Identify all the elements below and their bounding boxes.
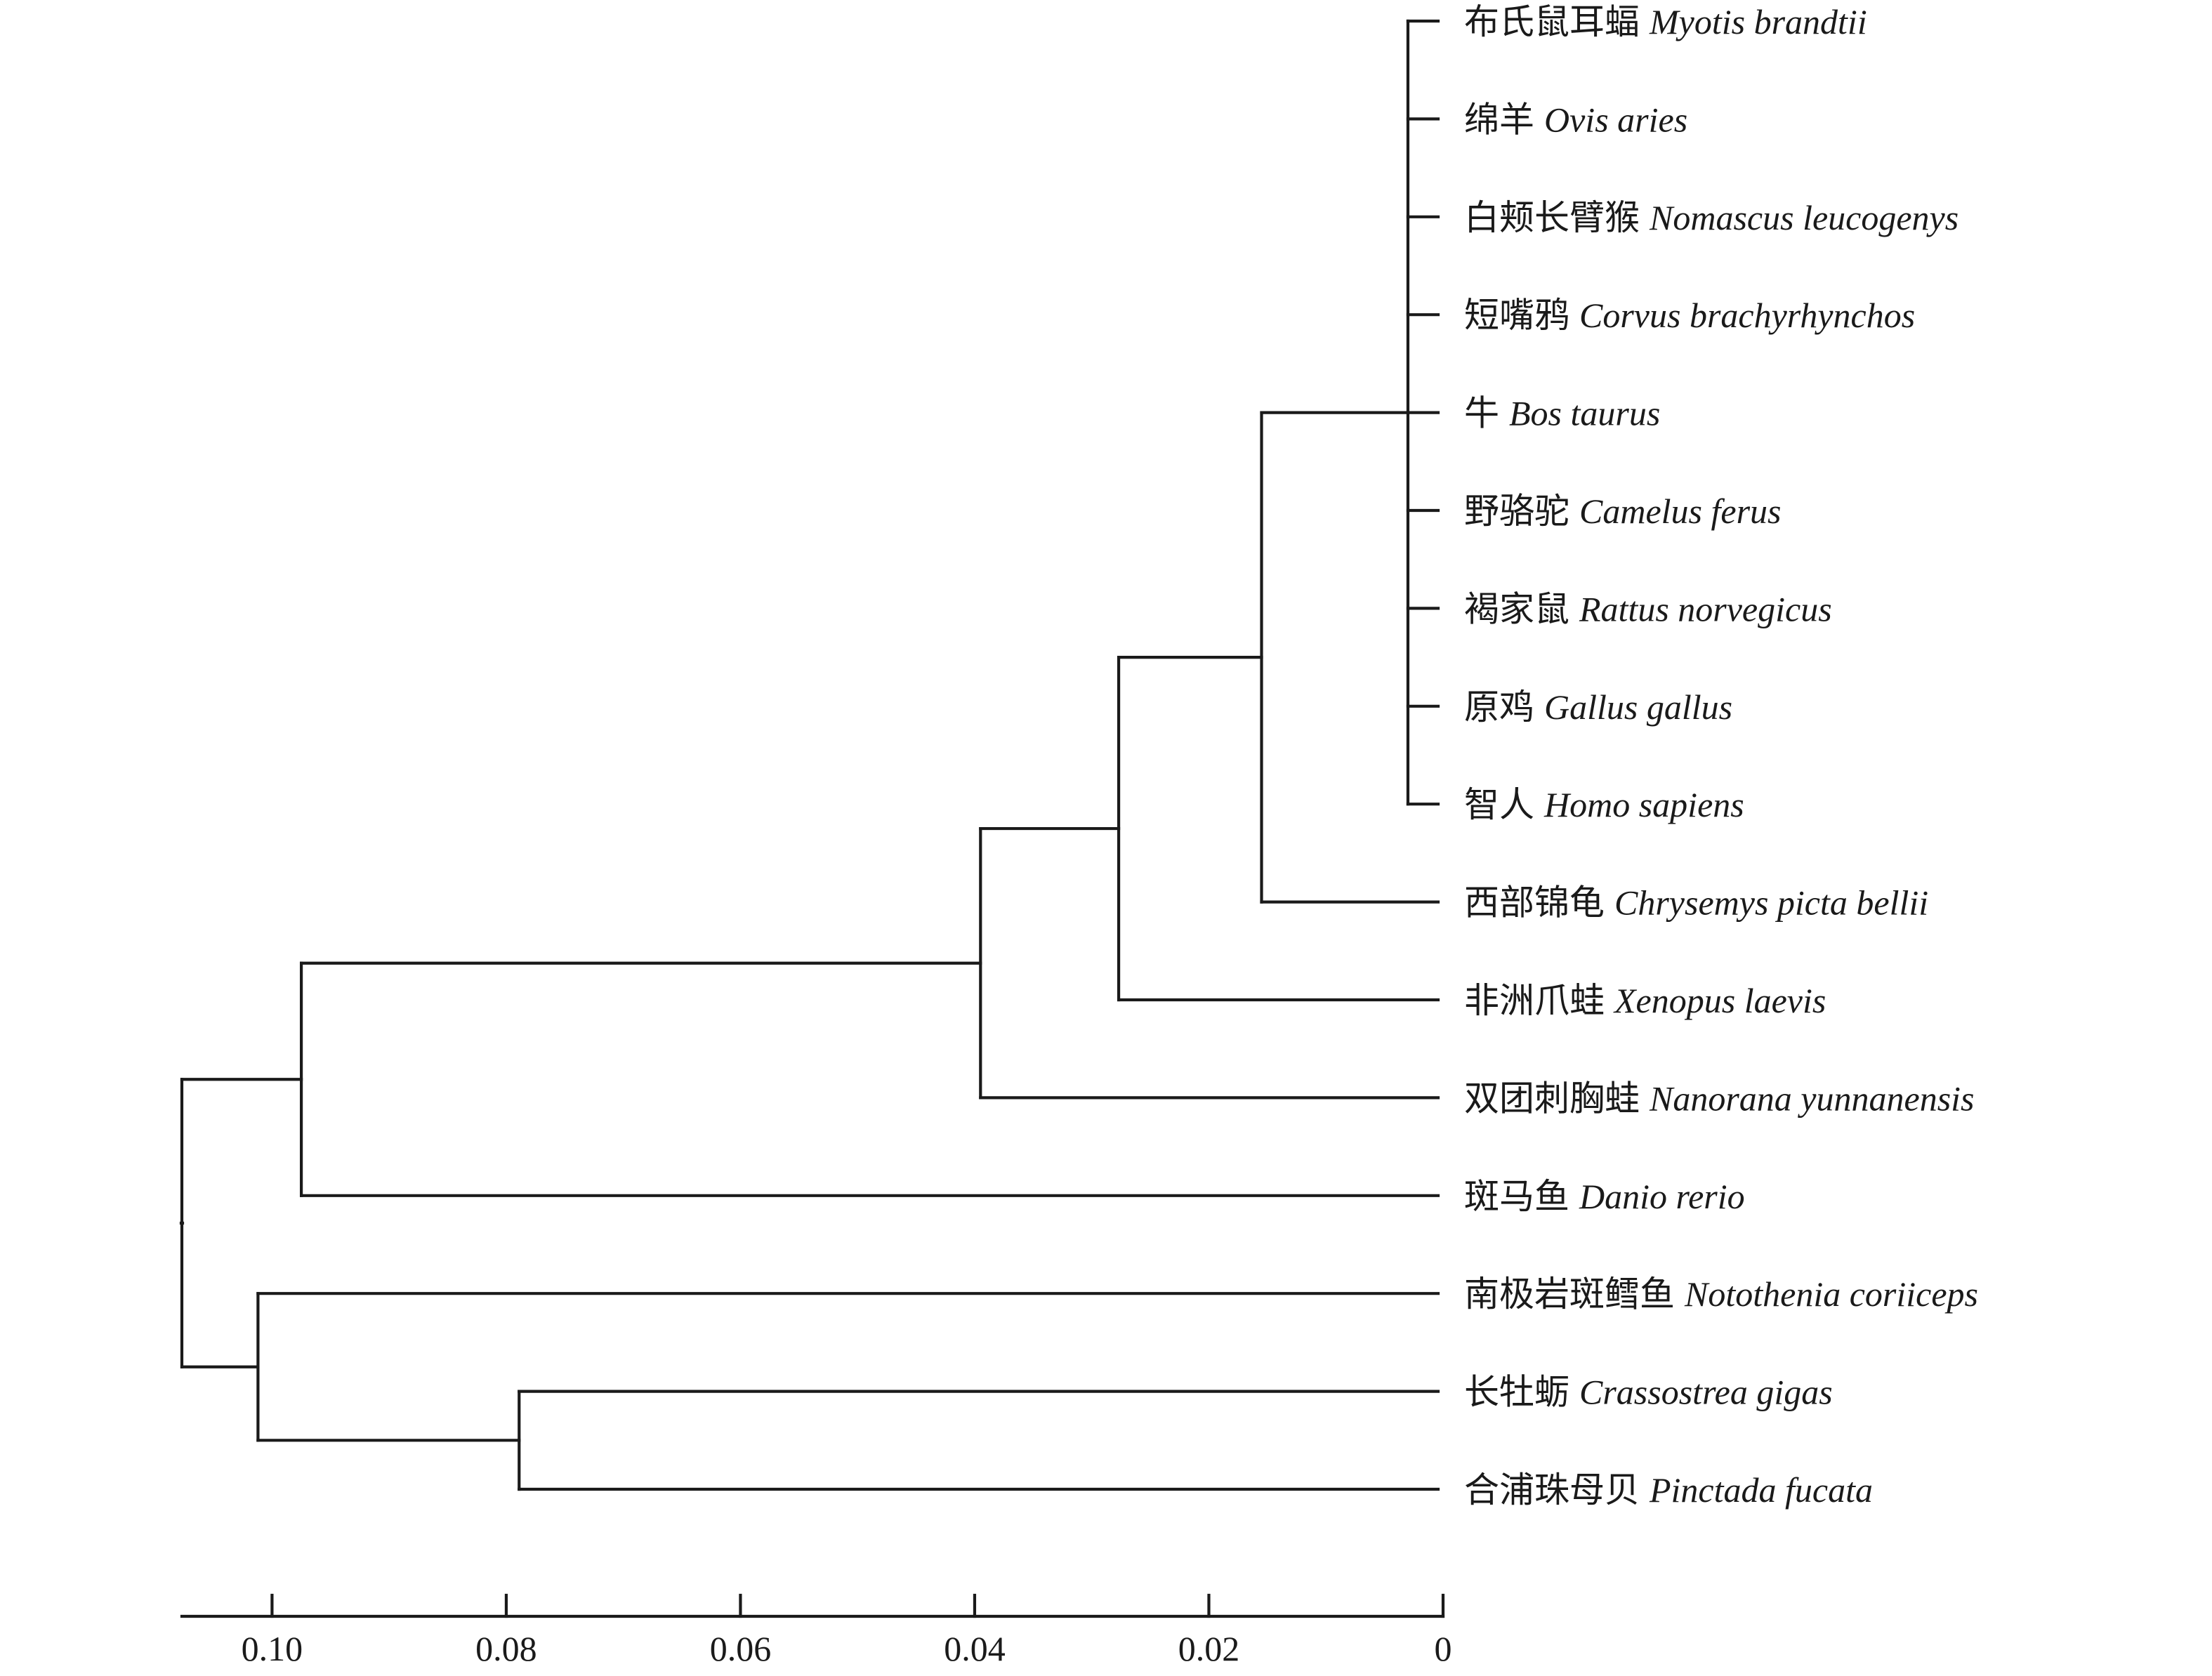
leaf-common-name: 斑马鱼 bbox=[1464, 1176, 1569, 1217]
leaf-scientific-name: Corvus brachyrhynchos bbox=[1579, 296, 1915, 335]
leaf-scientific-name: Chrysemys picta bellii bbox=[1614, 883, 1928, 923]
leaf-common-name: 布氏鼠耳蝠 bbox=[1464, 1, 1640, 42]
axis-tick-label: 0.08 bbox=[475, 1629, 537, 1668]
leaf-common-name: 原鸡 bbox=[1464, 687, 1534, 727]
leaf-common-name: 牛 bbox=[1464, 393, 1499, 434]
leaf-label: 短嘴鸦 Corvus brachyrhynchos bbox=[1464, 295, 1915, 336]
leaf-common-name: 合浦珠母贝 bbox=[1464, 1470, 1640, 1510]
leaf-common-name: 长牡蛎 bbox=[1464, 1372, 1569, 1413]
axis-tick-label: 0.04 bbox=[944, 1629, 1006, 1668]
leaf-label: 绵羊 Ovis aries bbox=[1464, 99, 1687, 140]
leaf-labels: 布氏鼠耳蝠 Myotis brandtii 绵羊 Ovis aries 白颊长臂猴 Nom… bbox=[1464, 1, 1978, 1510]
leaf-common-name: 非洲爪蛙 bbox=[1464, 980, 1605, 1021]
leaf-scientific-name: Crassostrea gigas bbox=[1579, 1373, 1833, 1412]
distance-axis: 0.10 0.08 0.06 0.04 0.02 0 bbox=[180, 1593, 1452, 1668]
leaf-label: 非洲爪蛙 Xenopus laevis bbox=[1464, 980, 1826, 1021]
leaf-scientific-name: Bos taurus bbox=[1509, 394, 1660, 433]
leaf-common-name: 短嘴鸦 bbox=[1464, 295, 1569, 336]
leaf-label: 西部锦龟 Chrysemys picta bellii bbox=[1464, 883, 1928, 923]
leaf-common-name: 南极岩斑鳕鱼 bbox=[1464, 1274, 1675, 1314]
leaf-common-name: 双团刺胸蛙 bbox=[1464, 1078, 1640, 1119]
leaf-scientific-name: Nomascus leucogenys bbox=[1649, 198, 1958, 237]
axis-tick-label: 0.02 bbox=[1178, 1629, 1240, 1668]
leaf-label: 斑马鱼 Danio rerio bbox=[1464, 1176, 1745, 1217]
leaf-label: 牛 Bos taurus bbox=[1464, 393, 1660, 434]
leaf-scientific-name: Pinctada fucata bbox=[1649, 1470, 1873, 1510]
leaf-scientific-name: Danio rerio bbox=[1579, 1177, 1745, 1216]
leaf-label: 褐家鼠 Rattus norvegicus bbox=[1464, 588, 1832, 629]
tree-branches bbox=[179, 19, 1440, 1491]
leaf-common-name: 野骆驼 bbox=[1464, 491, 1569, 532]
leaf-label: 长牡蛎 Crassostrea gigas bbox=[1464, 1372, 1833, 1413]
leaf-common-name: 西部锦龟 bbox=[1464, 883, 1605, 923]
axis-tick-label: 0 bbox=[1435, 1629, 1452, 1668]
leaf-common-name: 褐家鼠 bbox=[1464, 588, 1569, 629]
leaf-scientific-name: Nanorana yunnanensis bbox=[1649, 1078, 1975, 1118]
leaf-label: 布氏鼠耳蝠 Myotis brandtii bbox=[1464, 1, 1867, 42]
axis-tick-label: 0.10 bbox=[242, 1629, 303, 1668]
leaf-label: 智人 Homo sapiens bbox=[1464, 784, 1744, 825]
leaf-label: 白颊长臂猴 Nomascus leucogenys bbox=[1464, 197, 1958, 238]
leaf-scientific-name: Gallus gallus bbox=[1544, 687, 1732, 727]
axis-tick-label: 0.06 bbox=[710, 1629, 772, 1668]
leaf-label: 双团刺胸蛙 Nanorana yunnanensis bbox=[1464, 1078, 1975, 1119]
leaf-common-name: 白颊长臂猴 bbox=[1464, 197, 1640, 238]
leaf-common-name: 绵羊 bbox=[1464, 99, 1534, 140]
leaf-scientific-name: Xenopus laevis bbox=[1613, 981, 1826, 1020]
leaf-scientific-name: Notothenia coriiceps bbox=[1684, 1274, 1978, 1314]
leaf-scientific-name: Homo sapiens bbox=[1543, 785, 1744, 824]
leaf-label: 合浦珠母贝 Pinctada fucata bbox=[1464, 1470, 1873, 1510]
leaf-scientific-name: Rattus norvegicus bbox=[1579, 589, 1832, 628]
leaf-scientific-name: Myotis brandtii bbox=[1649, 2, 1867, 41]
leaf-common-name: 智人 bbox=[1464, 784, 1534, 825]
leaf-label: 野骆驼 Camelus ferus bbox=[1464, 491, 1782, 532]
leaf-scientific-name: Ovis aries bbox=[1544, 100, 1687, 139]
leaf-label: 原鸡 Gallus gallus bbox=[1464, 687, 1732, 727]
leaf-label: 南极岩斑鳕鱼 Notothenia coriiceps bbox=[1464, 1274, 1978, 1314]
leaf-scientific-name: Camelus ferus bbox=[1579, 491, 1782, 531]
